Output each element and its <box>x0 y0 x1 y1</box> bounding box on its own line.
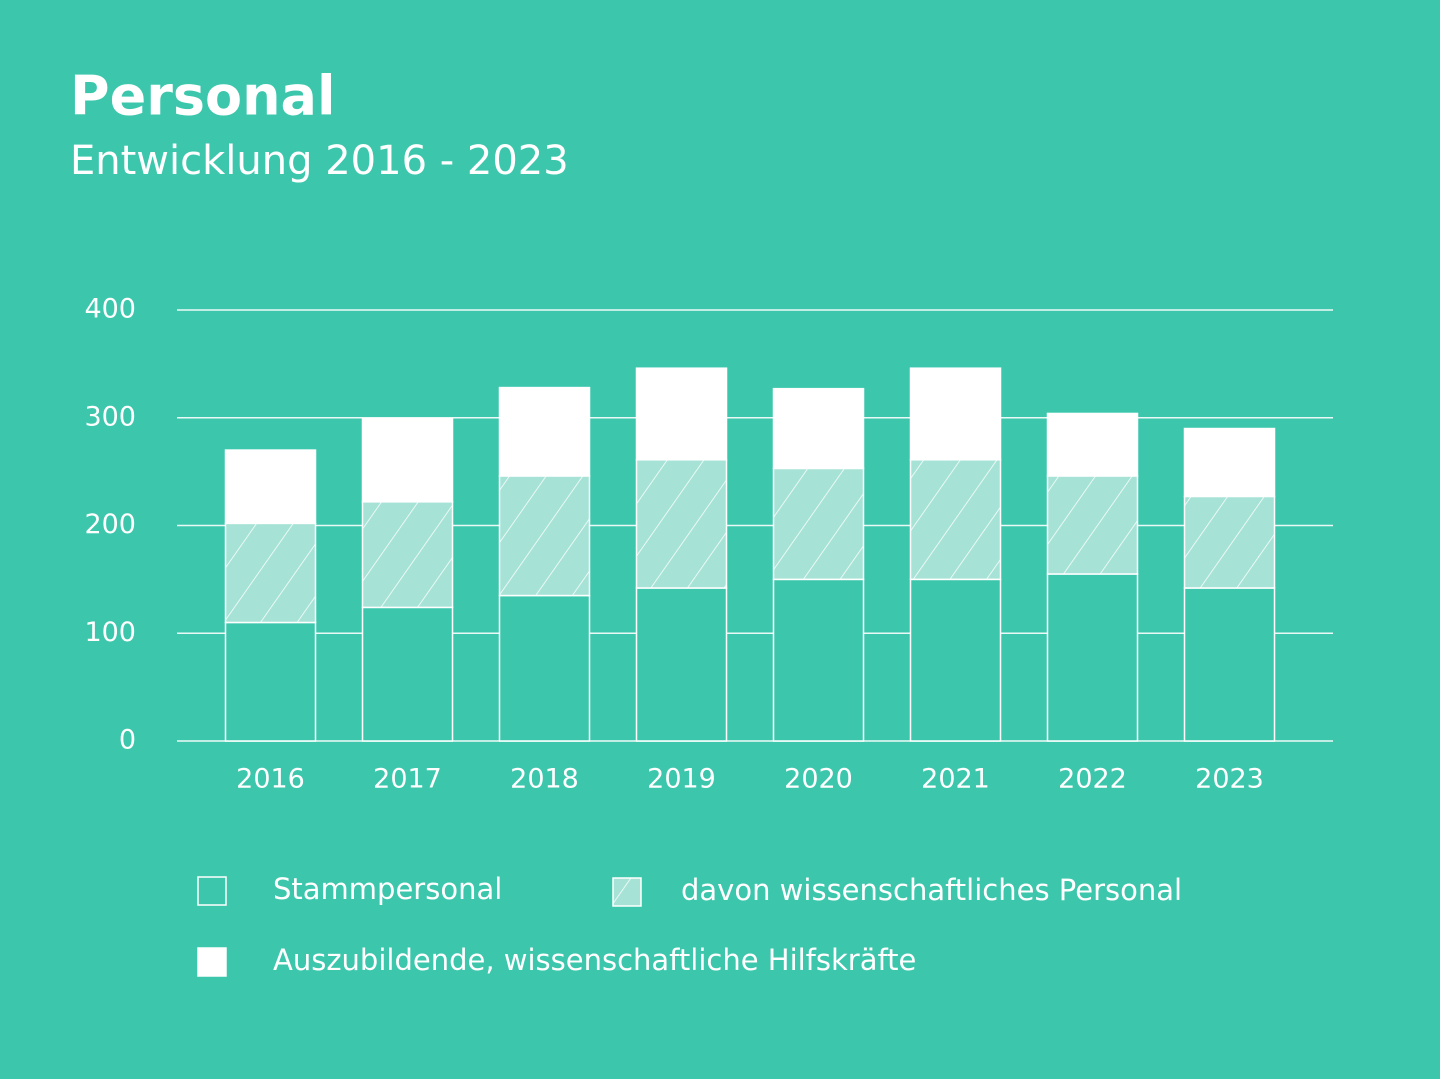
legend-label: Stammpersonal <box>273 872 502 906</box>
x-tick-label: 2022 <box>1058 764 1127 795</box>
x-tick-label: 2018 <box>510 764 579 795</box>
bar-hatch <box>499 475 590 596</box>
legend-label: davon wissenschaftliches Personal <box>681 873 1182 907</box>
bar-segment <box>635 367 728 461</box>
bar-segment <box>909 367 1002 461</box>
bar-segment <box>498 386 591 477</box>
legend-swatch <box>197 876 227 906</box>
y-tick-label: 300 <box>84 401 136 432</box>
bar-segment <box>361 606 454 742</box>
bar-segment <box>224 621 317 742</box>
chart-title: Personal <box>70 65 335 128</box>
x-tick-label: 2021 <box>921 764 990 795</box>
bar-segment <box>772 578 865 742</box>
y-tick-label: 100 <box>84 617 136 648</box>
bar-hatch <box>1047 475 1138 574</box>
bar-hatch <box>1184 496 1275 588</box>
legend-swatch <box>197 947 227 977</box>
chart-subtitle: Entwicklung 2016 - 2023 <box>70 138 569 184</box>
bar-hatch <box>636 459 727 588</box>
x-tick-label: 2016 <box>236 764 305 795</box>
x-tick-label: 2017 <box>373 764 442 795</box>
bar-segment <box>1183 587 1276 742</box>
y-tick-label: 400 <box>84 294 136 325</box>
bar-segment <box>224 449 317 525</box>
bar-segment <box>1046 573 1139 742</box>
bar-segment <box>772 387 865 470</box>
bar-hatch <box>773 468 864 580</box>
bar-hatch <box>225 523 316 623</box>
bar-segment <box>361 418 454 503</box>
bar-segment <box>498 594 591 742</box>
bar-segment <box>635 587 728 742</box>
legend-hatch <box>613 878 641 906</box>
legend-label: Auszubildende, wissenschaftliche Hilfskr… <box>273 943 916 977</box>
y-tick-label: 200 <box>84 509 136 540</box>
bar-hatch <box>910 459 1001 580</box>
y-tick-label: 0 <box>119 725 136 756</box>
bar-hatch <box>362 501 453 608</box>
bar-segment <box>909 578 1002 742</box>
x-tick-label: 2019 <box>647 764 716 795</box>
bar-segment <box>1183 427 1276 498</box>
x-tick-label: 2020 <box>784 764 853 795</box>
bar-segment <box>1046 412 1139 477</box>
x-tick-label: 2023 <box>1195 764 1264 795</box>
